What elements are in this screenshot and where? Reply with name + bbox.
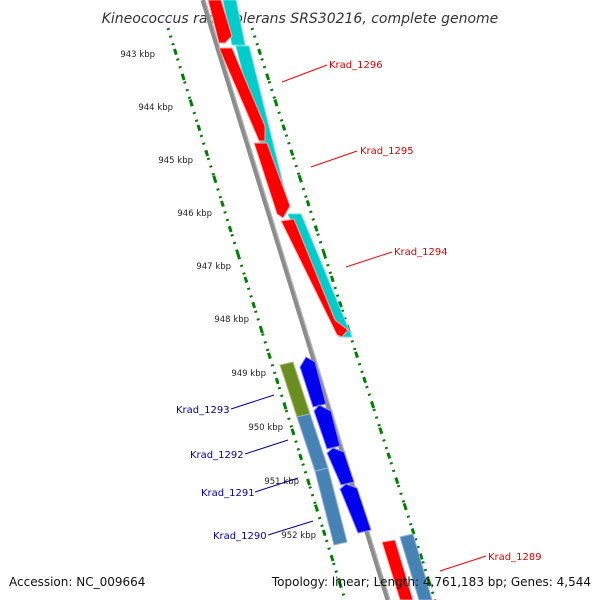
scale-tick bbox=[305, 199, 311, 207]
scale-tick bbox=[188, 99, 194, 106]
kbp-label: 949 kbp bbox=[231, 369, 266, 379]
scale-tick bbox=[251, 301, 257, 309]
scale-tick bbox=[426, 578, 432, 586]
gene-labels: Krad_1296 Krad_1295 Krad_1294 Krad_1293 … bbox=[176, 60, 542, 563]
scale-tick bbox=[410, 528, 416, 535]
leader-krad-1296 bbox=[281, 64, 328, 83]
leader-krad-1294 bbox=[345, 251, 393, 268]
scale-tick bbox=[281, 124, 287, 131]
scale-tick bbox=[337, 580, 343, 587]
leader-krad-1293 bbox=[230, 394, 275, 410]
scale-ticks-right bbox=[257, 48, 432, 586]
kbp-label: 947 kbp bbox=[196, 262, 231, 272]
scale-tick bbox=[306, 478, 311, 486]
leader-krad-1290 bbox=[267, 520, 314, 536]
scale-tick bbox=[257, 48, 262, 56]
scale-tick bbox=[386, 452, 392, 459]
cds-block-krad-1291[interactable] bbox=[314, 467, 348, 546]
scale-tick bbox=[243, 276, 249, 284]
cds-block[interactable] bbox=[399, 533, 433, 600]
gene-arrow-krad-1289[interactable] bbox=[381, 539, 414, 600]
gene-label-krad-1296[interactable]: Krad_1296 bbox=[329, 60, 383, 71]
scale-tick bbox=[378, 427, 384, 434]
accession-text: Accession: NC_009664 bbox=[9, 575, 145, 589]
scale-tick bbox=[354, 351, 359, 358]
genome-summary-text: Topology: linear; Length: 4,761,183 bp; … bbox=[271, 575, 591, 589]
gene-arrow-krad-1294[interactable] bbox=[280, 218, 349, 338]
scale-tick bbox=[265, 73, 271, 81]
scale-tick bbox=[297, 174, 303, 182]
gene-arrow-krad-1290[interactable] bbox=[339, 483, 372, 534]
scale-tick bbox=[370, 401, 376, 409]
scale-tick bbox=[267, 352, 272, 359]
scale-ticks-left bbox=[173, 48, 343, 587]
gene-arrow-krad-1291[interactable] bbox=[326, 447, 355, 486]
scale-tick bbox=[212, 175, 217, 182]
kbp-label: 946 kbp bbox=[177, 209, 212, 219]
leader-krad-1289 bbox=[439, 555, 487, 572]
scale-tick bbox=[329, 554, 335, 562]
kbp-label: 945 kbp bbox=[158, 156, 193, 166]
scale-tick bbox=[227, 225, 233, 233]
gene-label-krad-1289[interactable]: Krad_1289 bbox=[488, 552, 542, 563]
kbp-label: 944 kbp bbox=[138, 103, 173, 113]
scale-tick bbox=[362, 376, 367, 384]
scale-tick bbox=[180, 73, 186, 81]
map-title: Kineococcus radiotolerans SRS30216, comp… bbox=[102, 11, 499, 27]
scale-tick bbox=[259, 327, 264, 334]
scale-tick bbox=[290, 428, 296, 435]
scale-tick bbox=[321, 529, 327, 537]
gene-label-krad-1294[interactable]: Krad_1294 bbox=[394, 247, 448, 258]
kbp-label: 952 kbp bbox=[281, 531, 316, 541]
scale-tick bbox=[418, 553, 424, 560]
gene-arrow-krad-1296[interactable] bbox=[218, 47, 266, 142]
reverse-cds-track bbox=[279, 361, 348, 546]
gene-label-krad-1290[interactable]: Krad_1290 bbox=[213, 531, 267, 542]
gene-arrow-krad-1292[interactable] bbox=[313, 404, 341, 450]
leader-krad-1292 bbox=[244, 439, 289, 455]
gene-label-krad-1293[interactable]: Krad_1293 bbox=[176, 405, 230, 416]
gene-label-krad-1292[interactable]: Krad_1292 bbox=[190, 450, 244, 461]
scale-labels: 943 kbp 944 kbp 945 kbp 946 kbp 947 kbp … bbox=[120, 50, 316, 541]
gene-arrow-krad-1293[interactable] bbox=[299, 356, 327, 408]
leader-krad-1295 bbox=[310, 150, 358, 168]
reverse-gene-track bbox=[299, 356, 372, 534]
scale-tick bbox=[314, 504, 319, 511]
scale-tick bbox=[298, 453, 304, 461]
scale-tick bbox=[204, 149, 210, 157]
scale-tick bbox=[289, 149, 295, 157]
scale-tick bbox=[402, 502, 408, 510]
scale-tick bbox=[338, 300, 343, 308]
forward-gene-track bbox=[207, 0, 414, 600]
gene-label-krad-1295[interactable]: Krad_1295 bbox=[360, 146, 414, 157]
gene-arrow-krad-1297[interactable] bbox=[207, 0, 233, 44]
kbp-label: 951 kbp bbox=[264, 477, 299, 487]
scale-line-right bbox=[250, 27, 437, 600]
scale-tick bbox=[274, 377, 280, 385]
kbp-label: 950 kbp bbox=[248, 423, 283, 433]
scale-tick bbox=[329, 275, 335, 283]
scale-tick bbox=[313, 225, 319, 232]
kbp-label: 943 kbp bbox=[120, 50, 155, 60]
scale-tick bbox=[273, 98, 279, 106]
gene-label-krad-1291[interactable]: Krad_1291 bbox=[201, 488, 255, 499]
scale-tick bbox=[282, 402, 288, 410]
scale-tick bbox=[321, 250, 327, 258]
scale-tick bbox=[220, 200, 225, 208]
scale-tick bbox=[394, 477, 400, 485]
gene-arrow-krad-1295[interactable] bbox=[253, 142, 291, 219]
label-leaders bbox=[230, 64, 487, 572]
scale-tick bbox=[235, 251, 241, 258]
leader-krad-1291 bbox=[254, 477, 299, 493]
scale-tick bbox=[196, 124, 202, 132]
scale-tick bbox=[173, 48, 178, 56]
kbp-label: 948 kbp bbox=[214, 315, 249, 325]
